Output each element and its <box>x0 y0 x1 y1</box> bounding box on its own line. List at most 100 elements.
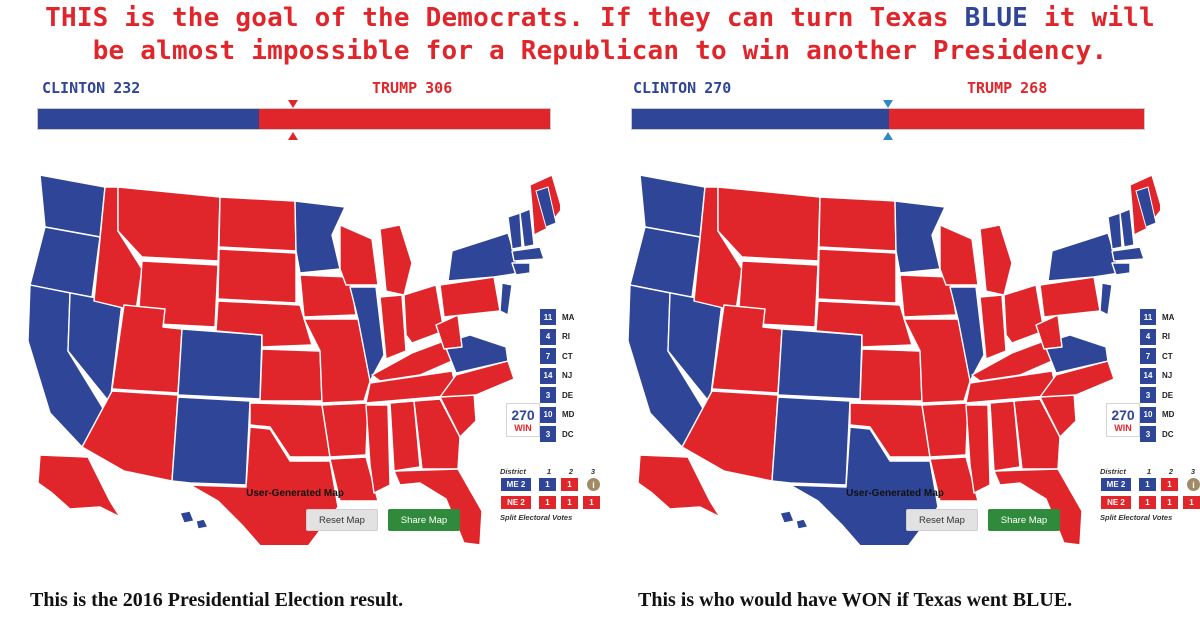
small-state-dc[interactable]: 3 DC <box>1140 425 1190 443</box>
small-state-md[interactable]: 10 MD <box>1140 406 1190 424</box>
district-cell[interactable]: 1 <box>538 495 557 510</box>
state-ma[interactable] <box>1111 246 1145 262</box>
district-cell[interactable]: 1 <box>1138 477 1157 492</box>
state-wi[interactable] <box>339 224 379 286</box>
district-cell[interactable]: 1 <box>560 495 579 510</box>
state-la[interactable] <box>929 456 979 502</box>
state-wv[interactable] <box>435 314 463 350</box>
state-oh[interactable] <box>403 284 445 344</box>
small-state-de[interactable]: 3 DE <box>1140 386 1190 404</box>
us-electoral-map[interactable] <box>600 165 1160 545</box>
state-nj[interactable] <box>499 282 513 316</box>
state-la[interactable] <box>329 456 379 502</box>
state-ia[interactable] <box>899 274 957 318</box>
state-il[interactable] <box>949 286 985 382</box>
state-il[interactable] <box>349 286 385 382</box>
small-state-md[interactable]: 10 MD <box>540 406 590 424</box>
state-mt[interactable] <box>717 186 821 262</box>
state-mn[interactable] <box>294 200 346 274</box>
small-state-ri[interactable]: 4 RI <box>1140 328 1190 346</box>
reset-map-button[interactable]: Reset Map <box>306 509 378 531</box>
state-tx[interactable] <box>189 426 339 545</box>
state-al[interactable] <box>989 400 1021 472</box>
maine-district-stripe[interactable] <box>535 186 557 228</box>
share-map-button[interactable]: Share Map <box>388 509 460 531</box>
info-icon[interactable]: i <box>587 478 600 491</box>
small-state-ct[interactable]: 7 CT <box>1140 347 1190 365</box>
state-nh[interactable] <box>1119 208 1135 248</box>
small-state-de[interactable]: 3 DE <box>540 386 590 404</box>
state-ct[interactable] <box>511 262 531 276</box>
reset-map-button[interactable]: Reset Map <box>906 509 978 531</box>
share-map-button[interactable]: Share Map <box>988 509 1060 531</box>
state-co[interactable] <box>177 328 263 400</box>
state-wv[interactable] <box>1035 314 1063 350</box>
state-vt[interactable] <box>507 212 523 250</box>
state-mi[interactable] <box>379 224 413 296</box>
state-pa[interactable] <box>1039 276 1101 318</box>
state-co[interactable] <box>777 328 863 400</box>
state-hi[interactable] <box>779 510 809 530</box>
state-nd[interactable] <box>818 196 897 252</box>
state-mt[interactable] <box>117 186 221 262</box>
state-ak[interactable] <box>37 454 121 518</box>
district-cell[interactable]: 1 <box>1138 495 1157 510</box>
state-al[interactable] <box>389 400 421 472</box>
state-ny[interactable] <box>1047 232 1121 282</box>
district-cell[interactable]: 1 <box>1160 495 1179 510</box>
info-icon[interactable]: i <box>1187 478 1200 491</box>
state-oh[interactable] <box>1003 284 1045 344</box>
state-fl[interactable] <box>393 468 483 545</box>
state-wi[interactable] <box>939 224 979 286</box>
state-nh[interactable] <box>519 208 535 248</box>
270towin-logo[interactable]: 270 WIN <box>506 403 540 437</box>
state-az[interactable] <box>681 390 779 482</box>
state-ga[interactable] <box>413 398 461 470</box>
maine-district-stripe[interactable] <box>1135 186 1157 228</box>
state-in[interactable] <box>379 294 407 360</box>
state-ne[interactable] <box>815 300 913 348</box>
state-sd[interactable] <box>817 248 897 304</box>
state-ak[interactable] <box>637 454 721 518</box>
state-hi[interactable] <box>179 510 209 530</box>
state-nm[interactable] <box>771 396 851 486</box>
state-ms[interactable] <box>365 404 391 494</box>
state-ga[interactable] <box>1013 398 1061 470</box>
small-state-ct[interactable]: 7 CT <box>540 347 590 365</box>
district-cell[interactable]: 1 <box>1182 495 1200 510</box>
state-pa[interactable] <box>439 276 501 318</box>
state-mi[interactable] <box>979 224 1013 296</box>
state-ma[interactable] <box>511 246 545 262</box>
small-state-ri[interactable]: 4 RI <box>540 328 590 346</box>
state-ks[interactable] <box>259 348 323 402</box>
270towin-logo[interactable]: 270 WIN <box>1106 403 1140 437</box>
district-cell[interactable]: 1 <box>582 495 601 510</box>
state-ar[interactable] <box>921 402 969 458</box>
district-cell[interactable]: 1 <box>538 477 557 492</box>
state-ar[interactable] <box>321 402 369 458</box>
state-ms[interactable] <box>965 404 991 494</box>
state-tx[interactable] <box>789 426 939 545</box>
small-state-nj[interactable]: 14 NJ <box>1140 367 1190 385</box>
state-ia[interactable] <box>299 274 357 318</box>
small-state-ma[interactable]: 11 MA <box>1140 308 1190 326</box>
state-az[interactable] <box>81 390 179 482</box>
state-vt[interactable] <box>1107 212 1123 250</box>
small-state-ma[interactable]: 11 MA <box>540 308 590 326</box>
district-cell[interactable]: 1 <box>1160 477 1179 492</box>
state-ne[interactable] <box>215 300 313 348</box>
state-ks[interactable] <box>859 348 923 402</box>
small-state-nj[interactable]: 14 NJ <box>540 367 590 385</box>
state-mn[interactable] <box>894 200 946 274</box>
state-ny[interactable] <box>447 232 521 282</box>
district-cell[interactable]: 1 <box>560 477 579 492</box>
us-electoral-map[interactable] <box>0 165 560 545</box>
state-nm[interactable] <box>171 396 251 486</box>
state-nd[interactable] <box>218 196 297 252</box>
state-sd[interactable] <box>217 248 297 304</box>
state-nj[interactable] <box>1099 282 1113 316</box>
state-fl[interactable] <box>993 468 1083 545</box>
state-ct[interactable] <box>1111 262 1131 276</box>
state-in[interactable] <box>979 294 1007 360</box>
small-state-dc[interactable]: 3 DC <box>540 425 590 443</box>
